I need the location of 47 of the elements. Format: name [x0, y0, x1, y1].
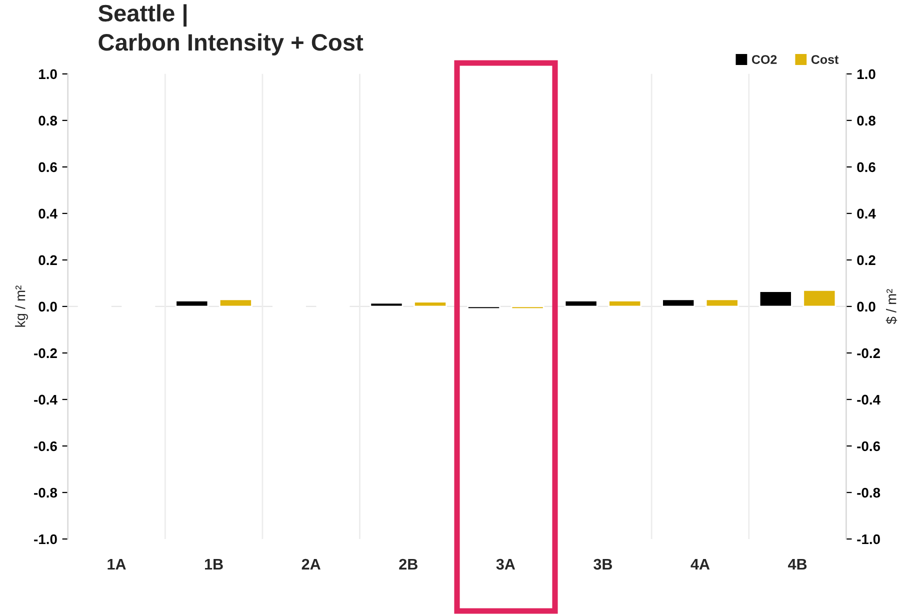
y2-tick-label: -0.6	[857, 441, 880, 452]
y2-axis-title: $ / m²	[886, 288, 898, 324]
y2-tick-label: 0.8	[857, 116, 876, 126]
y2-tick-label: 0.2	[857, 255, 876, 266]
bar	[564, 300, 598, 308]
x-tick-label: 4A	[690, 559, 710, 570]
x-tick-label: 2A	[302, 558, 320, 570]
bar	[510, 306, 544, 310]
y2-tick-label: 1.0	[857, 69, 876, 80]
y2-tick-label: -0.4	[857, 394, 880, 405]
bar	[175, 300, 209, 308]
x-tick-label: 1B	[205, 559, 223, 570]
bar	[608, 300, 642, 308]
bar	[802, 289, 836, 308]
y-axis-title: kg / m²	[15, 286, 28, 327]
y-tick-label: 0.2	[38, 255, 57, 266]
y2-tick-label: -0.8	[857, 488, 880, 498]
y-tick-label: -1.0	[34, 534, 57, 544]
bar	[758, 290, 792, 308]
y2-tick-label: -0.2	[857, 348, 880, 358]
bar	[218, 298, 252, 308]
y-tick-label: 0.4	[38, 208, 58, 219]
y-tick-label: -0.4	[34, 394, 58, 405]
x-tick-label: 4B	[788, 559, 807, 570]
y-tick-label: 1.0	[39, 69, 57, 80]
y-tick-label: -0.2	[34, 348, 57, 358]
x-tick-label: 3A	[496, 558, 516, 570]
chart-title: Seattle | Carbon Intensity + Cost	[98, 4, 364, 56]
y2-tick-label: -1.0	[857, 534, 880, 544]
legend-label: CO2	[752, 55, 777, 64]
y2-tick-label: 0.6	[857, 162, 876, 172]
bar	[662, 298, 696, 308]
x-tick-label: 1A	[108, 559, 126, 570]
bar	[705, 298, 739, 308]
y2-tick-label: 0.0	[857, 302, 876, 312]
y-tick-label: 0.6	[38, 162, 57, 172]
y-tick-label: 0.8	[38, 116, 58, 126]
legend-label: Cost	[811, 55, 839, 64]
bar	[370, 302, 404, 308]
x-tick-label: 3B	[594, 558, 612, 570]
bar	[467, 306, 501, 310]
y-tick-label: 0.0	[38, 302, 57, 312]
x-tick-label: 2B	[399, 558, 418, 570]
bar	[414, 301, 448, 308]
y2-tick-label: 0.4	[857, 208, 876, 219]
y-tick-label: -0.6	[34, 441, 57, 452]
y-tick-label: -0.8	[34, 488, 58, 498]
